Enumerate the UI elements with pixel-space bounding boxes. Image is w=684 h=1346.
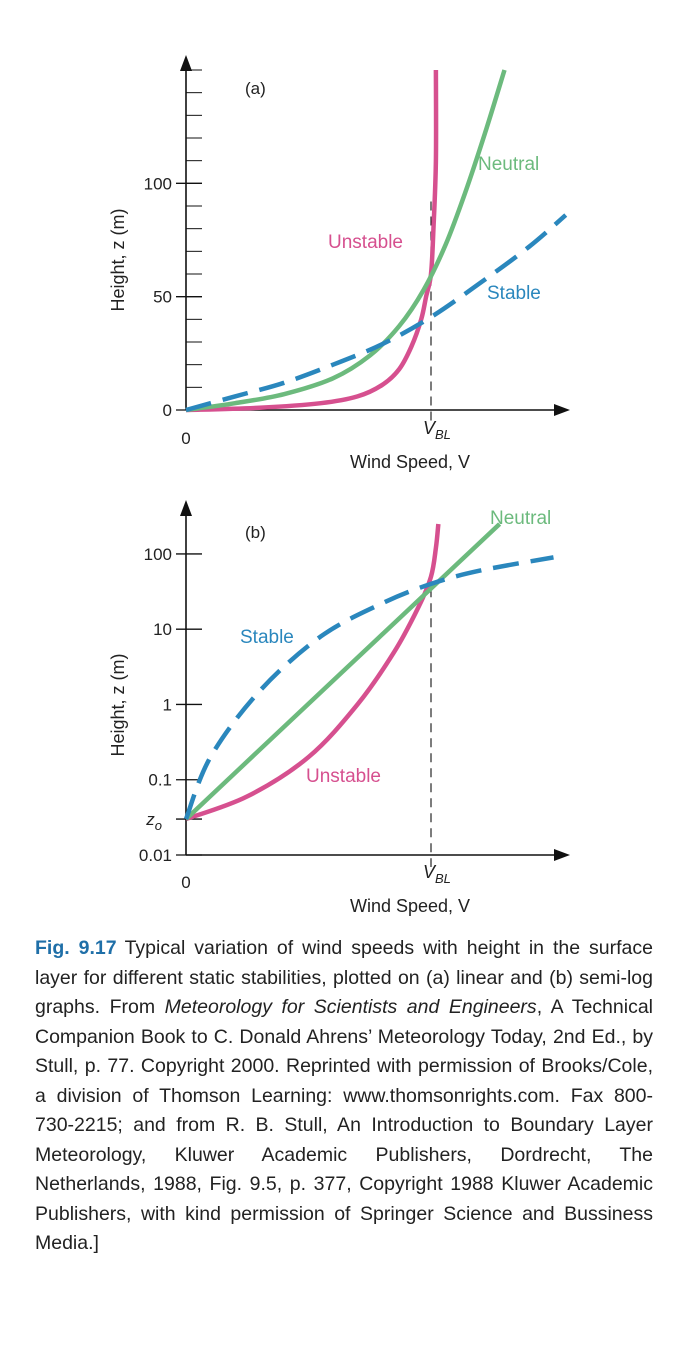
chart-b-series-unstable	[185, 523, 441, 822]
chart-a-series-label-stable: Stable	[487, 283, 541, 304]
chart-b-y-tick-label: 1	[163, 695, 172, 714]
chart-a-vbl-label: VBL	[423, 418, 451, 442]
chart-a-x-axis-title: Wind Speed, V	[350, 452, 470, 472]
chart-a-x-axis-arrow	[554, 404, 570, 416]
chart-a-y-axis-arrow	[180, 55, 192, 71]
chart-a-y-axis-title: Height, z (m)	[108, 208, 128, 311]
chart-b-x-tick-label-0: 0	[181, 873, 190, 892]
chart-b-series-stable	[183, 555, 554, 820]
caption-text-1: Typical variation of wind speeds with he…	[35, 937, 653, 1018]
chart-a-series-label-unstable: Unstable	[328, 232, 403, 253]
chart-a-y-tick-label: 50	[153, 288, 172, 307]
chart-b-y-tick-label: 10	[153, 620, 172, 639]
chart-a-y-tick-label: 0	[163, 401, 172, 420]
chart-a-x-tick-label-0: 0	[181, 429, 190, 448]
chart-b-y-axis-title: Height, z (m)	[108, 653, 128, 756]
chart-b-panel-label: (b)	[245, 523, 266, 542]
chart-a-panel-label: (a)	[245, 79, 266, 98]
chart-b-series-label-stable: Stable	[240, 627, 294, 648]
chart-b-y-axis-arrow	[180, 500, 192, 516]
chart-b-y-tick-label: 0.1	[148, 771, 172, 790]
caption-text-2: , A Technical Companion Book to C. Donal…	[35, 996, 653, 1254]
chart-b-vbl-label: VBL	[423, 862, 451, 886]
chart-b-y-tick-label: 0.01	[139, 846, 172, 865]
chart-b-y-tick-label: 100	[144, 545, 172, 564]
chart-b-x-axis-arrow	[554, 849, 570, 861]
chart-b-x-axis-title: Wind Speed, V	[350, 896, 470, 916]
chart-a-series-label-neutral: Neutral	[478, 154, 539, 175]
figure-number: Fig. 9.17	[35, 937, 117, 959]
figure-caption: Fig. 9.17 Typical variation of wind speed…	[35, 934, 653, 1259]
chart-a-series-stable	[185, 213, 568, 413]
chart-b-series-label-unstable: Unstable	[306, 766, 381, 787]
chart-a-series-neutral	[185, 69, 507, 413]
chart-a-y-tick-label: 100	[144, 174, 172, 193]
chart-a-series-unstable	[185, 69, 439, 413]
chart-b-series-neutral	[184, 522, 502, 821]
chart-b-y-tick-label-zo: zo	[145, 810, 162, 833]
chart-b-series-label-neutral: Neutral	[490, 508, 551, 529]
caption-book-title: Meteorology for Scientists and Engineers	[164, 996, 537, 1018]
